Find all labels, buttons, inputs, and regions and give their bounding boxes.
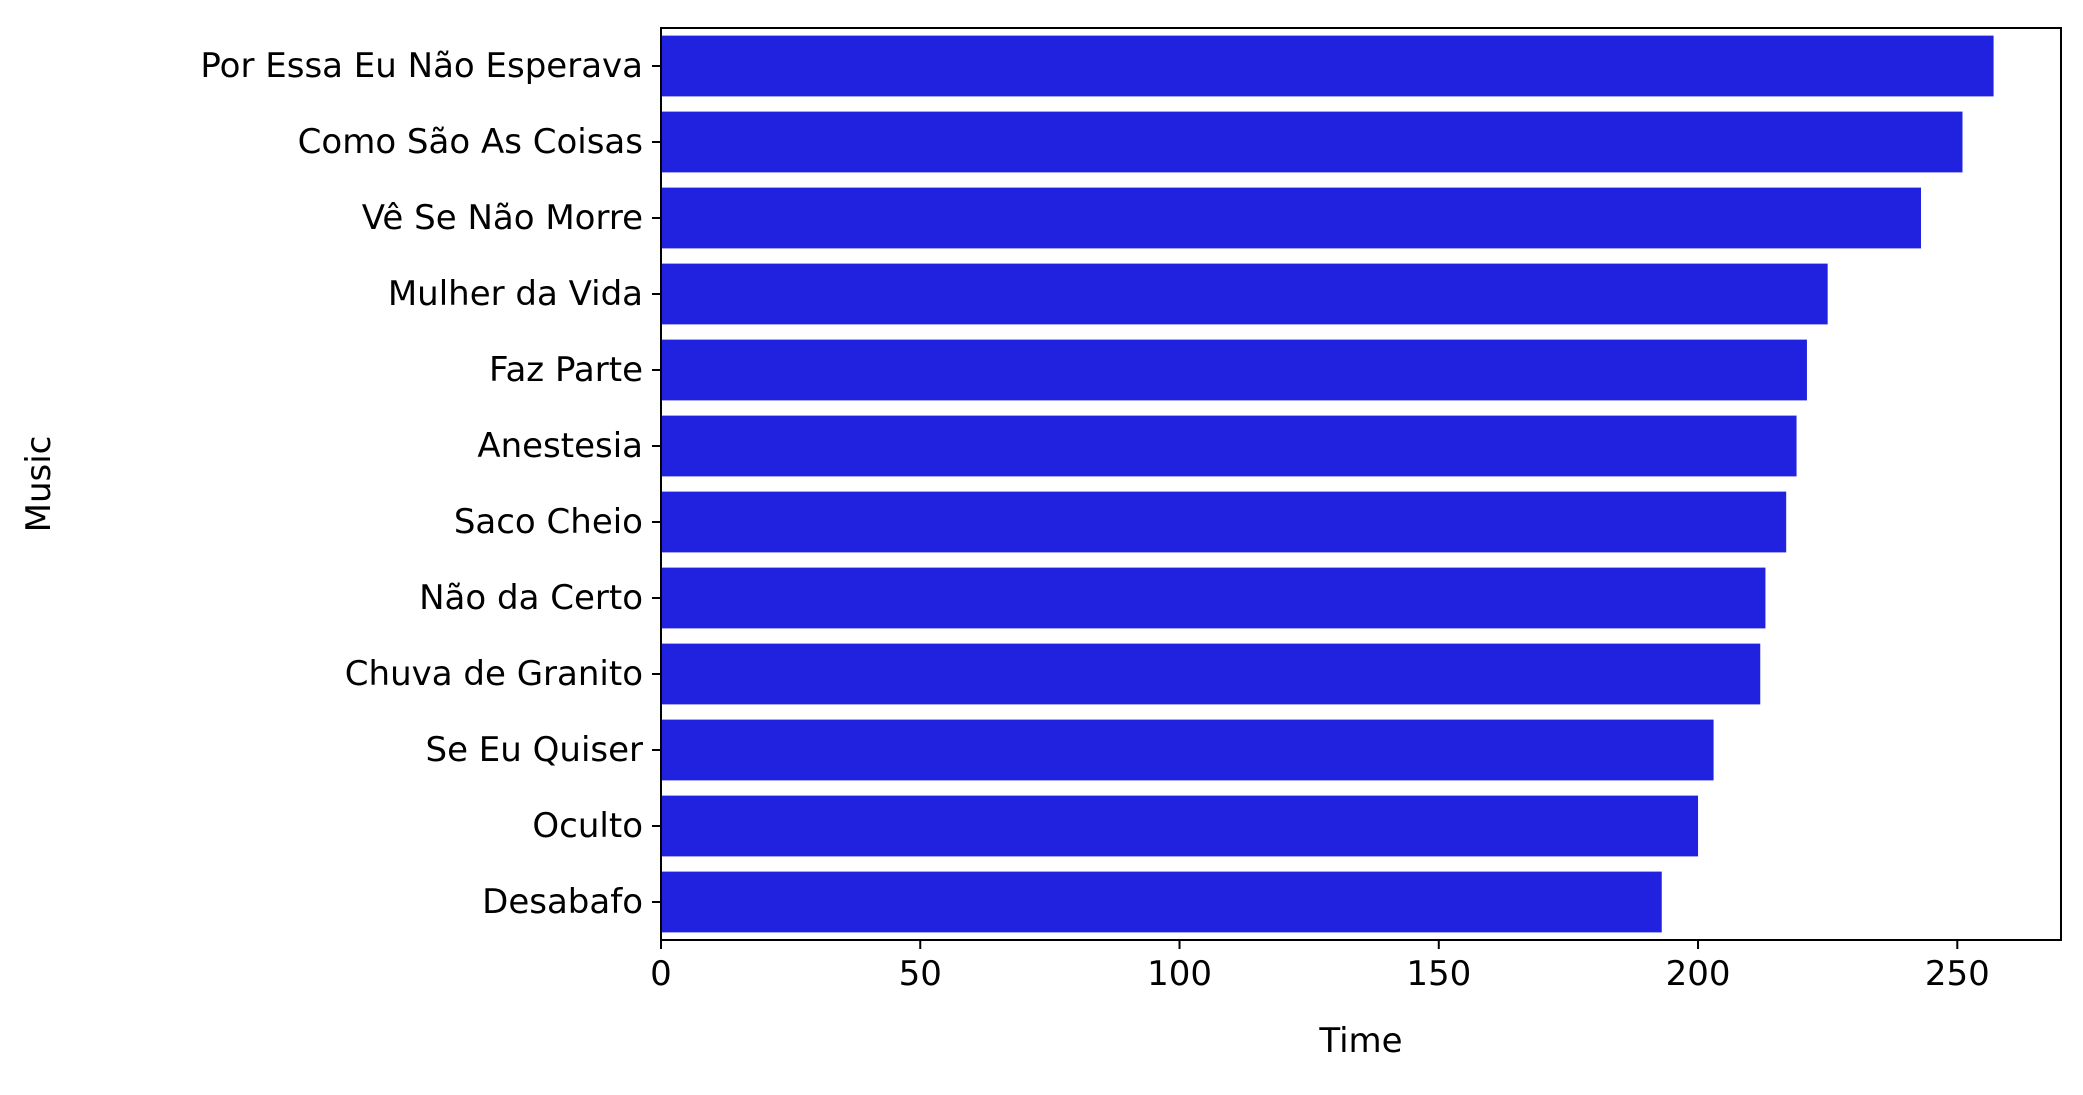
y-tick-label: Oculto: [532, 806, 643, 846]
y-tick-label: Vê Se Não Morre: [362, 198, 643, 238]
y-axis-label: Music: [19, 436, 59, 533]
bar: [661, 643, 1761, 705]
x-tick-label: 50: [899, 954, 942, 994]
bar: [661, 871, 1662, 933]
y-tick-label: Mulher da Vida: [388, 274, 643, 314]
plot-frame: [660, 27, 2062, 941]
x-tick-label: 200: [1666, 954, 1731, 994]
bar: [661, 111, 1963, 173]
x-tick-label: 250: [1925, 954, 1990, 994]
bar: [661, 567, 1766, 629]
x-axis-label: Time: [1318, 1021, 1402, 1061]
bar: [661, 339, 1807, 401]
y-tick-label: Anestesia: [477, 426, 643, 466]
bar: [661, 187, 1921, 249]
y-tick-label: Não da Certo: [419, 578, 643, 618]
y-axis-ticks: Por Essa Eu Não Esperava Como São As Cois…: [200, 46, 661, 922]
bar: [661, 415, 1797, 477]
x-axis-ticks: 0 50 100 150 200 250: [650, 940, 1990, 994]
y-tick-label: Por Essa Eu Não Esperava: [200, 46, 643, 86]
y-tick-label: Desabafo: [482, 882, 643, 922]
bar: [661, 491, 1787, 553]
y-tick-label: Chuva de Granito: [345, 654, 643, 694]
bar: [661, 795, 1699, 857]
x-tick-label: 0: [650, 954, 672, 994]
y-tick-label: Como São As Coisas: [298, 122, 643, 162]
bars-layer: [661, 35, 1994, 933]
y-tick-label: Faz Parte: [489, 350, 643, 390]
bar: [661, 263, 1828, 325]
bar: [661, 35, 1994, 97]
y-tick-label: Saco Cheio: [454, 502, 643, 542]
x-tick-label: 100: [1147, 954, 1212, 994]
x-tick-label: 150: [1406, 954, 1471, 994]
bar: [661, 719, 1714, 781]
y-tick-label: Se Eu Quiser: [425, 730, 643, 770]
